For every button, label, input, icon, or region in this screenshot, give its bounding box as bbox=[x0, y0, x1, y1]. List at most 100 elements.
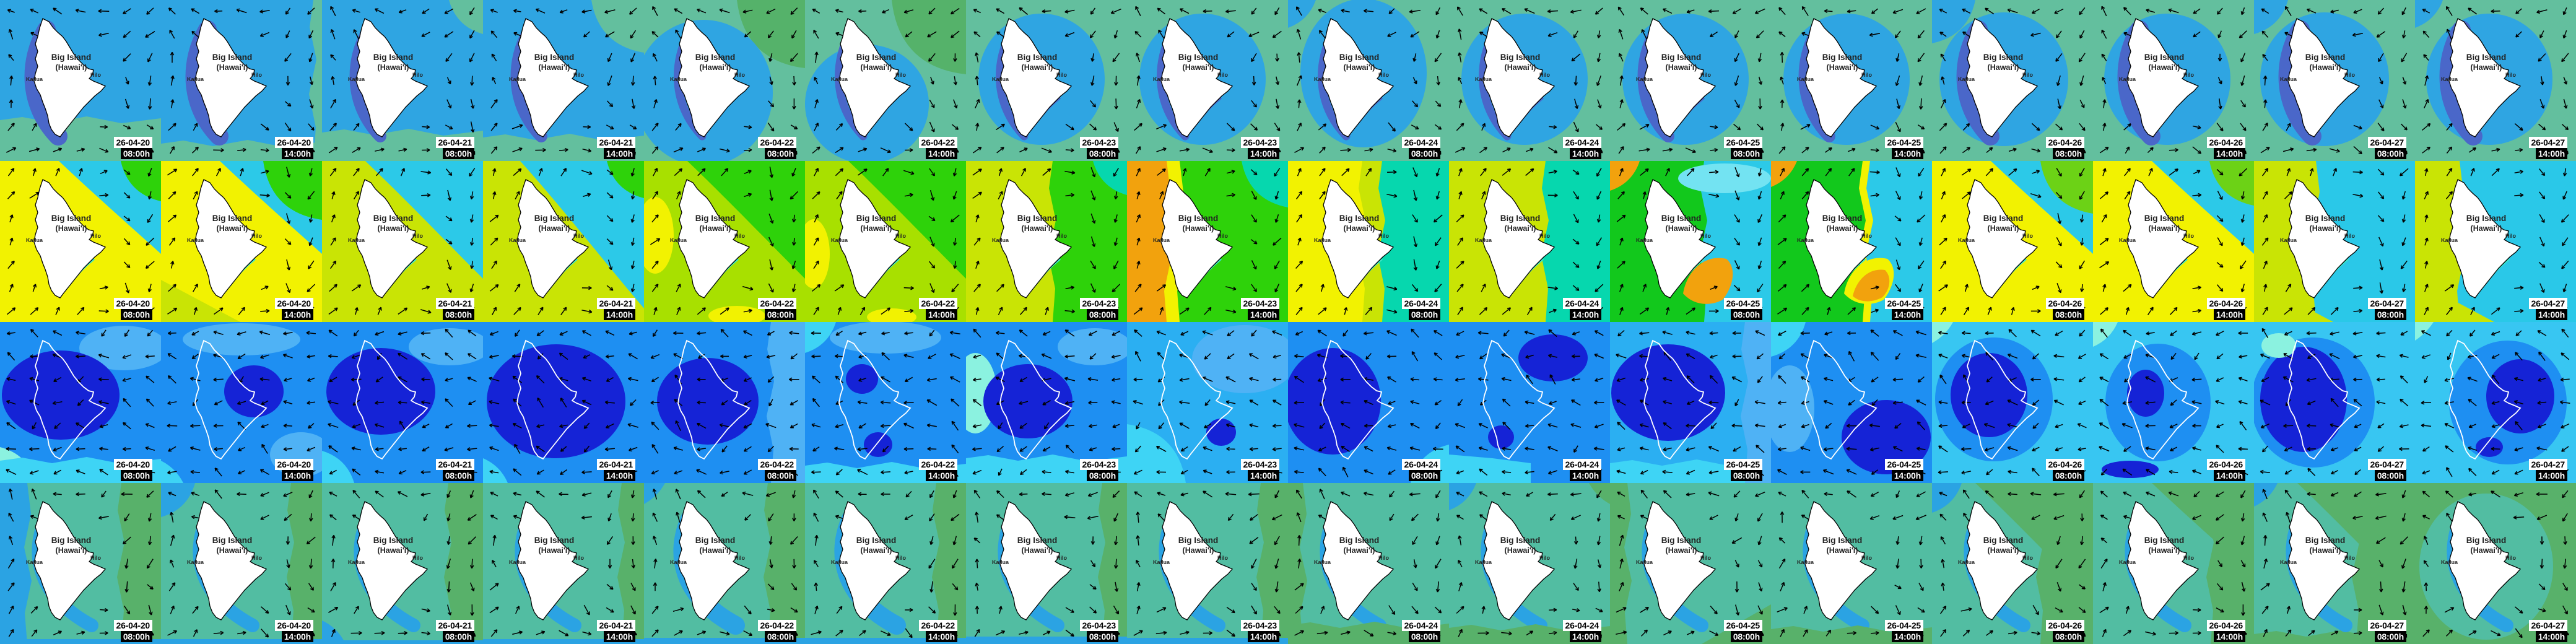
island-name-line1: Big Island bbox=[1822, 53, 1863, 62]
map-tile-row-3-col-3[interactable]: 26-04-21 08:00h bbox=[322, 322, 483, 483]
town-label-kailua: Kailua bbox=[670, 237, 687, 243]
map-tile-row-2-col-14[interactable]: Big Island (Hawai'i) Kailua Hilo 26-04-26 14:… bbox=[2093, 161, 2254, 322]
map-tile-row-4-col-5[interactable]: Big Island (Hawai'i) Kailua Hilo 26-04-22 08:… bbox=[644, 483, 805, 644]
map-tile-row-4-col-6[interactable]: Big Island (Hawai'i) Kailua Hilo 26-04-22 14:… bbox=[805, 483, 966, 644]
map-tile-row-2-col-3[interactable]: Big Island (Hawai'i) Kailua Hilo 26-04-21 08:… bbox=[322, 161, 483, 322]
map-tile-row-1-col-5[interactable]: Big Island (Hawai'i) Kailua Hilo 26-04-22 08:… bbox=[644, 0, 805, 161]
map-tile-row-3-col-10[interactable]: 26-04-24 14:00h bbox=[1449, 322, 1610, 483]
tile-time-label: 08:00h bbox=[1408, 470, 1440, 481]
island-name-line2: (Hawai'i) bbox=[1827, 63, 1858, 72]
tile-date-label: 26-04-24 bbox=[1401, 620, 1440, 631]
map-tile-row-4-col-11[interactable]: Big Island (Hawai'i) Kailua Hilo 26-04-25 08:… bbox=[1610, 483, 1771, 644]
map-tile-row-2-col-12[interactable]: Big Island (Hawai'i) Kailua Hilo 26-04-25 14:… bbox=[1771, 161, 1932, 322]
map-tile-row-1-col-3[interactable]: Big Island (Hawai'i) Kailua Hilo 26-04-21 08:… bbox=[322, 0, 483, 161]
tile-date-label: 26-04-23 bbox=[1079, 620, 1118, 631]
map-tile-row-1-col-9[interactable]: Big Island (Hawai'i) Kailua Hilo 26-04-24 08:… bbox=[1288, 0, 1449, 161]
map-tile-row-3-col-9[interactable]: 26-04-24 08:00h bbox=[1288, 322, 1449, 483]
map-tile-row-2-col-13[interactable]: Big Island (Hawai'i) Kailua Hilo 26-04-26 08:… bbox=[1932, 161, 2093, 322]
town-label-kailua: Kailua bbox=[1314, 237, 1331, 243]
map-tile-row-4-col-16[interactable]: Big Island (Hawai'i) Kailua Hilo 26-04-27 14:… bbox=[2415, 483, 2576, 644]
map-tile-row-4-col-14[interactable]: Big Island (Hawai'i) Kailua Hilo 26-04-26 14:… bbox=[2093, 483, 2254, 644]
map-tile-row-1-col-11[interactable]: Big Island (Hawai'i) Kailua Hilo 26-04-25 08:… bbox=[1610, 0, 1771, 161]
wind-arrows bbox=[811, 329, 960, 477]
island-shape bbox=[1160, 179, 1234, 298]
map-tile-row-3-col-4[interactable]: 26-04-21 14:00h bbox=[483, 322, 644, 483]
map-tile-row-4-col-13[interactable]: Big Island (Hawai'i) Kailua Hilo 26-04-26 08:… bbox=[1932, 483, 2093, 644]
island-name-line1: Big Island bbox=[1017, 214, 1058, 223]
map-tile-row-3-col-11[interactable]: 26-04-25 08:00h bbox=[1610, 322, 1771, 483]
field-patch bbox=[287, 483, 322, 644]
map-tile-row-1-col-2[interactable]: Big Island (Hawai'i) Kailua Hilo 26-04-20 14:… bbox=[161, 0, 322, 161]
map-tile-row-2-col-1[interactable]: Big Island (Hawai'i) Kailua Hilo 26-04-20 08:… bbox=[0, 161, 161, 322]
map-tile-row-4-col-12[interactable]: Big Island (Hawai'i) Kailua Hilo 26-04-25 14:… bbox=[1771, 483, 1932, 644]
island-outline bbox=[1160, 339, 1234, 460]
tile-date-label: 26-04-27 bbox=[2528, 459, 2567, 470]
map-tile-row-3-col-7[interactable]: 26-04-23 08:00h bbox=[966, 322, 1127, 483]
map-tile-row-1-col-4[interactable]: Big Island (Hawai'i) Kailua Hilo 26-04-21 14:… bbox=[483, 0, 644, 161]
town-label-hilo: Hilo bbox=[1700, 72, 1712, 78]
island-shape bbox=[2126, 179, 2200, 298]
map-tile-row-1-col-14[interactable]: Big Island (Hawai'i) Kailua Hilo 26-04-26 14:… bbox=[2093, 0, 2254, 161]
town-label-kailua: Kailua bbox=[992, 76, 1009, 82]
tile-date-label: 26-04-25 bbox=[1723, 459, 1762, 470]
map-tile-row-3-col-1[interactable]: 26-04-20 08:00h bbox=[0, 322, 161, 483]
island-name-line1: Big Island bbox=[51, 536, 92, 545]
map-tile-row-2-col-6[interactable]: Big Island (Hawai'i) Kailua Hilo 26-04-22 14:… bbox=[805, 161, 966, 322]
island-shape bbox=[194, 18, 268, 137]
map-tile-row-2-col-15[interactable]: Big Island (Hawai'i) Kailua Hilo 26-04-27 08:… bbox=[2254, 161, 2415, 322]
map-tile-row-1-col-8[interactable]: Big Island (Hawai'i) Kailua Hilo 26-04-23 14:… bbox=[1127, 0, 1288, 161]
map-tile-row-2-col-11[interactable]: Big Island (Hawai'i) Kailua Hilo 26-04-25 08:… bbox=[1610, 161, 1771, 322]
town-label-hilo: Hilo bbox=[1539, 233, 1551, 239]
map-tile-row-3-col-14[interactable]: 26-04-26 14:00h bbox=[2093, 322, 2254, 483]
island-shape bbox=[1643, 501, 1717, 620]
map-tile-row-4-col-15[interactable]: Big Island (Hawai'i) Kailua Hilo 26-04-27 08:… bbox=[2254, 483, 2415, 644]
map-tile-row-2-col-8[interactable]: Big Island (Hawai'i) Kailua Hilo 26-04-23 14:… bbox=[1127, 161, 1288, 322]
town-label-hilo: Hilo bbox=[1861, 233, 1873, 239]
tile-time-label: 14:00h bbox=[2213, 148, 2245, 159]
island-outline bbox=[2287, 339, 2361, 460]
map-tile-row-3-col-16[interactable]: 26-04-27 14:00h bbox=[2415, 322, 2576, 483]
map-tile-row-4-col-4[interactable]: Big Island (Hawai'i) Kailua Hilo 26-04-21 14:… bbox=[483, 483, 644, 644]
map-tile-row-4-col-1[interactable]: Big Island (Hawai'i) Kailua Hilo 26-04-20 08:… bbox=[0, 483, 161, 644]
tile-time-label: 14:00h bbox=[603, 470, 635, 481]
map-tile-row-2-col-9[interactable]: Big Island (Hawai'i) Kailua Hilo 26-04-24 08:… bbox=[1288, 161, 1449, 322]
island-name-line1: Big Island bbox=[51, 53, 92, 62]
map-tile-row-3-col-12[interactable]: 26-04-25 14:00h bbox=[1771, 322, 1932, 483]
map-tile-row-3-col-15[interactable]: 26-04-27 08:00h bbox=[2254, 322, 2415, 483]
map-tile-row-1-col-10[interactable]: Big Island (Hawai'i) Kailua Hilo 26-04-24 14:… bbox=[1449, 0, 1610, 161]
map-tile-row-1-col-13[interactable]: Big Island (Hawai'i) Kailua Hilo 26-04-26 08:… bbox=[1932, 0, 2093, 161]
tile-time-label: 08:00h bbox=[1730, 148, 1762, 159]
map-tile-row-3-col-6[interactable]: 26-04-22 14:00h bbox=[805, 322, 966, 483]
map-tile-row-4-col-8[interactable]: Big Island (Hawai'i) Kailua Hilo 26-04-23 14:… bbox=[1127, 483, 1288, 644]
map-tile-row-3-col-8[interactable]: 26-04-23 14:00h bbox=[1127, 322, 1288, 483]
map-tile-row-1-col-16[interactable]: Big Island (Hawai'i) Kailua Hilo 26-04-27 14:… bbox=[2415, 0, 2576, 161]
map-tile-row-2-col-16[interactable]: Big Island (Hawai'i) Kailua Hilo 26-04-27 14:… bbox=[2415, 161, 2576, 322]
map-tile-row-3-col-5[interactable]: 26-04-22 08:00h bbox=[644, 322, 805, 483]
map-tile-row-1-col-6[interactable]: Big Island (Hawai'i) Kailua Hilo 26-04-22 14:… bbox=[805, 0, 966, 161]
field-patch bbox=[1932, 483, 1962, 513]
map-tile-row-1-col-1[interactable]: Big Island (Hawai'i) Kailua Hilo 26-04-20 08:… bbox=[0, 0, 161, 161]
map-tile-row-2-col-7[interactable]: Big Island (Hawai'i) Kailua Hilo 26-04-23 08:… bbox=[966, 161, 1127, 322]
map-tile-row-1-col-15[interactable]: Big Island (Hawai'i) Kailua Hilo 26-04-27 08:… bbox=[2254, 0, 2415, 161]
town-label-hilo: Hilo bbox=[1056, 555, 1068, 561]
map-tile-row-1-col-7[interactable]: Big Island (Hawai'i) Kailua Hilo 26-04-23 08:… bbox=[966, 0, 1127, 161]
map-tile-row-2-col-10[interactable]: Big Island (Hawai'i) Kailua Hilo 26-04-24 14:… bbox=[1449, 161, 1610, 322]
town-label-hilo: Hilo bbox=[2505, 555, 2517, 561]
town-label-kailua: Kailua bbox=[1958, 76, 1975, 82]
tile-date-label: 26-04-24 bbox=[1401, 137, 1440, 148]
map-tile-row-2-col-4[interactable]: Big Island (Hawai'i) Kailua Hilo 26-04-21 14:… bbox=[483, 161, 644, 322]
island-name-line2: (Hawai'i) bbox=[1183, 63, 1214, 72]
map-tile-row-2-col-5[interactable]: Big Island (Hawai'i) Kailua Hilo 26-04-22 08:… bbox=[644, 161, 805, 322]
field-patch bbox=[607, 161, 644, 198]
map-tile-row-4-col-7[interactable]: Big Island (Hawai'i) Kailua Hilo 26-04-23 08:… bbox=[966, 483, 1127, 644]
island-shape bbox=[1804, 18, 1878, 137]
map-tile-row-4-col-3[interactable]: Big Island (Hawai'i) Kailua Hilo 26-04-21 08:… bbox=[322, 483, 483, 644]
map-tile-row-1-col-12[interactable]: Big Island (Hawai'i) Kailua Hilo 26-04-25 14:… bbox=[1771, 0, 1932, 161]
map-tile-row-3-col-13[interactable]: 26-04-26 08:00h bbox=[1932, 322, 2093, 483]
tile-date-label: 26-04-22 bbox=[918, 620, 957, 631]
map-tile-row-4-col-2[interactable]: Big Island (Hawai'i) Kailua Hilo 26-04-20 14:… bbox=[161, 483, 322, 644]
map-tile-row-2-col-2[interactable]: Big Island (Hawai'i) Kailua Hilo 26-04-20 14:… bbox=[161, 161, 322, 322]
map-tile-row-4-col-10[interactable]: Big Island (Hawai'i) Kailua Hilo 26-04-24 14:… bbox=[1449, 483, 1610, 644]
map-tile-row-3-col-2[interactable]: 26-04-20 14:00h bbox=[161, 322, 322, 483]
map-tile-row-4-col-9[interactable]: Big Island (Hawai'i) Kailua Hilo 26-04-24 08:… bbox=[1288, 483, 1449, 644]
